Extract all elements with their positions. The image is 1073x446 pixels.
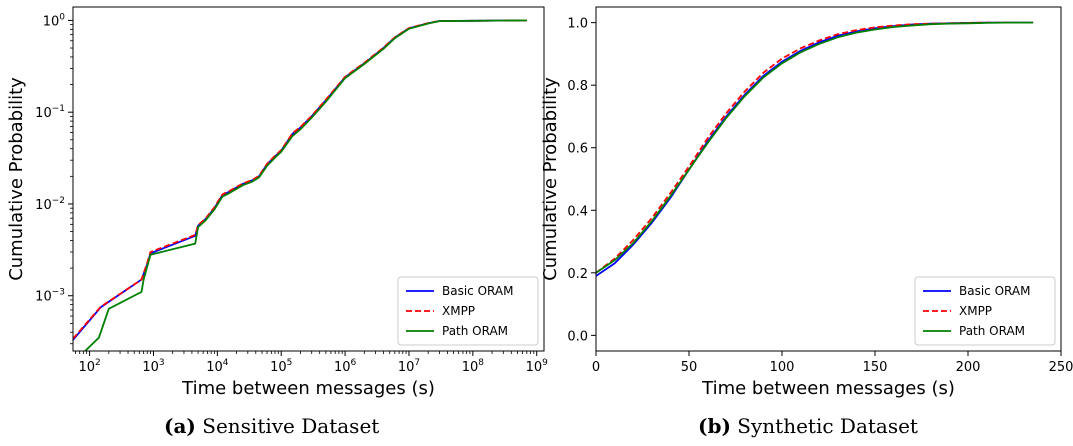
x-tick-label: 109 [526,358,549,375]
legend-label: XMPP [959,304,992,318]
caption-a-text: Sensitive Dataset [202,414,380,438]
chart-b: 0 50 100 150 200 250 0.0 0.2 0.4 0.6 0.8 1.0 Time be… [540,6,1073,399]
y-tick-label: 0.4 [567,204,588,219]
y-tick-label: 0.6 [567,142,588,157]
y-tick-label: 10−2 [35,196,65,213]
x-axis-label: Time between messages (s) [701,378,955,399]
y-axis-label: Cumulative Probability [540,77,561,281]
caption-b-text: Synthetic Dataset [737,414,918,438]
x-tick-label: 100 [770,360,795,375]
x-tick-label: 103 [142,358,164,375]
y-tick-label: 0.0 [567,329,588,344]
y-axis-label: Cumulative Probability [6,77,27,281]
y-tick-label: 100 [43,12,66,29]
series-line-basic-oram [596,21,1034,277]
series-line-path-oram [84,19,527,351]
legend: Basic ORAM XMPP Path ORAM [397,276,539,346]
chart-a: 102 103 104 105 106 107 108 109 10−3 10−2 10−1 100 T… [6,6,549,399]
x-tick-label: 102 [78,358,100,375]
x-tick-label: 50 [681,360,698,375]
legend-label: Path ORAM [442,324,508,338]
caption-a: (a) Sensitive Dataset [164,414,379,438]
y-tick-label: 10−1 [35,104,65,121]
plot-frame [72,6,545,352]
legend-label: XMPP [442,304,475,318]
legend: Basic ORAM XMPP Path ORAM [914,276,1056,346]
legend-box [914,276,1056,346]
x-tick-label: 107 [398,358,420,375]
legend-label: Basic ORAM [959,284,1030,298]
series-line-xmpp [596,21,1034,274]
y-tick-label: 0.8 [567,79,588,94]
x-tick-label: 150 [863,360,888,375]
x-tick-label: 104 [206,358,229,375]
legend-box [397,276,539,346]
caption-b-label: (b) [698,414,731,438]
y-tick-label: 1.0 [567,17,588,32]
x-axis-label: Time between messages (s) [181,378,435,399]
x-tick-label: 105 [270,358,292,375]
x-tick-label: 250 [1049,360,1073,375]
legend-label: Path ORAM [959,324,1025,338]
x-tick-label: 106 [334,358,357,375]
x-tick-label: 108 [462,358,485,375]
y-tick-label: 10−3 [35,288,65,305]
x-tick-label: 0 [592,360,600,375]
y-tick-label: 0.2 [567,267,588,282]
series-line-xmpp [73,19,527,340]
x-tick-label: 200 [956,360,981,375]
figure: 102 103 104 105 106 107 108 109 10−3 10−2 10−1 100 T… [6,6,1073,399]
caption-a-label: (a) [164,414,196,438]
legend-label: Basic ORAM [442,284,513,298]
plot-frame [595,6,1062,352]
series-line-path-oram [596,21,1034,274]
caption-b: (b) Synthetic Dataset [698,414,918,438]
